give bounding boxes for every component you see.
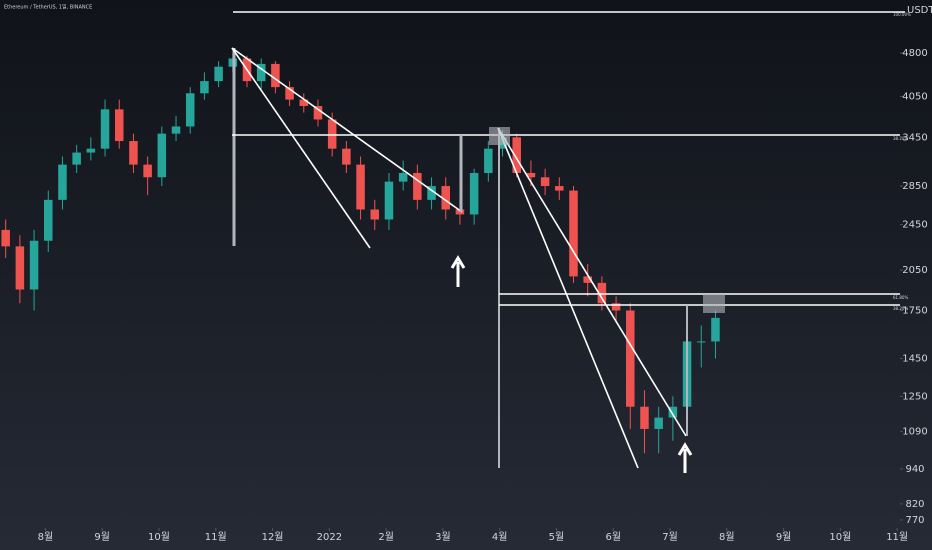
fib-label: 61.80% — [893, 295, 908, 300]
candle-body — [597, 282, 607, 304]
arrow-up — [450, 255, 466, 287]
x-tick-label: 11월 — [205, 531, 227, 543]
y-tick-label: 1090 — [902, 426, 927, 437]
y-tick-label: 1750 — [902, 305, 927, 316]
candle-body — [398, 172, 408, 182]
x-tick-label: 6월 — [605, 531, 621, 543]
candle-body — [640, 406, 649, 429]
highlight-box — [703, 294, 725, 313]
candle-body — [327, 119, 337, 149]
candle-body — [668, 406, 678, 418]
candle-body — [526, 172, 536, 178]
fib-label: 38.20% — [893, 306, 908, 311]
x-tick-label: 9월 — [776, 531, 792, 543]
candle-body — [285, 87, 294, 100]
y-tick-label: 940 — [905, 464, 924, 475]
candle-body — [555, 186, 564, 191]
arrow-up — [677, 442, 693, 473]
candle-body — [114, 109, 124, 142]
y-tick-label: 4050 — [902, 91, 927, 102]
candle-body — [384, 181, 394, 220]
y-tick-label: 820 — [905, 499, 924, 510]
trend-line — [231, 47, 463, 213]
candle-body — [370, 209, 380, 220]
candle-body — [512, 137, 521, 173]
candle-body — [256, 63, 266, 82]
y-tick-label: 4800 — [902, 48, 927, 59]
candle-body — [413, 172, 422, 200]
x-tick-label: 7월 — [662, 531, 678, 543]
x-tick-label: 8월 — [719, 531, 735, 543]
y-tick-label: 2050 — [902, 265, 927, 276]
candle-body — [271, 63, 280, 88]
candle-body — [100, 109, 110, 149]
y-tick-label: 2450 — [902, 220, 927, 231]
candle-body — [342, 148, 351, 165]
y-tick-label: 3450 — [902, 132, 927, 143]
y-tick-label: 2850 — [902, 181, 927, 192]
x-tick-label: 2022 — [317, 532, 342, 543]
candle-body — [313, 106, 323, 120]
candle-body — [29, 240, 39, 290]
fib-label: 100.00% — [893, 12, 911, 17]
candle-body — [1, 229, 10, 247]
x-tick-label: 9월 — [94, 531, 110, 543]
candle-body — [711, 317, 720, 342]
chart-title: Ethereum / TetherUS, 1일, BINANCE — [4, 4, 92, 11]
highlight-box — [489, 127, 510, 145]
candle-body — [185, 93, 195, 127]
candle-body — [441, 186, 450, 210]
candle-body — [72, 152, 81, 165]
y-tick-label: 770 — [905, 515, 924, 526]
x-tick-label: 2월 — [378, 531, 394, 543]
candle-body — [583, 276, 592, 283]
candle-body — [356, 164, 365, 210]
y-tick-label: 1450 — [902, 353, 927, 364]
x-tick-label: 8월 — [38, 531, 54, 543]
candle-body — [469, 172, 479, 215]
candle-body — [143, 164, 152, 178]
candle-body — [626, 310, 635, 407]
candle-body — [15, 246, 25, 290]
y-axis-label: USDT — [907, 5, 932, 16]
drawings: 100.00% 38.20% 61.80% 38.20% — [231, 11, 911, 473]
candle-body — [654, 417, 663, 429]
candle-body — [171, 126, 181, 134]
candle-body — [58, 164, 67, 200]
x-tick-label: 3월 — [435, 531, 451, 543]
trend-line — [497, 127, 687, 437]
candle-body — [697, 341, 706, 343]
x-tick-label: 4월 — [492, 531, 508, 543]
x-tick-label: 10월 — [829, 531, 851, 543]
candle-body — [299, 99, 309, 107]
fib-label: 38.20% — [893, 136, 908, 141]
trend-line — [231, 47, 371, 249]
candle-body — [86, 148, 96, 153]
candle-body — [157, 133, 167, 178]
candle-body — [129, 141, 138, 165]
candle-body — [44, 199, 53, 241]
trend-line — [497, 127, 639, 469]
y-tick-label: 1250 — [902, 391, 927, 402]
candle-body — [214, 66, 223, 82]
x-tick-label: 12월 — [262, 531, 284, 543]
candle-body — [484, 148, 493, 173]
candle-body — [427, 186, 436, 200]
x-tick-label: 10월 — [148, 531, 170, 543]
candle-body — [540, 177, 550, 187]
x-tick-label: 5월 — [549, 531, 565, 543]
candle-body — [611, 303, 621, 311]
candle-body — [569, 190, 578, 277]
candle-body — [200, 81, 209, 94]
x-tick-label: 11월 — [886, 531, 908, 543]
